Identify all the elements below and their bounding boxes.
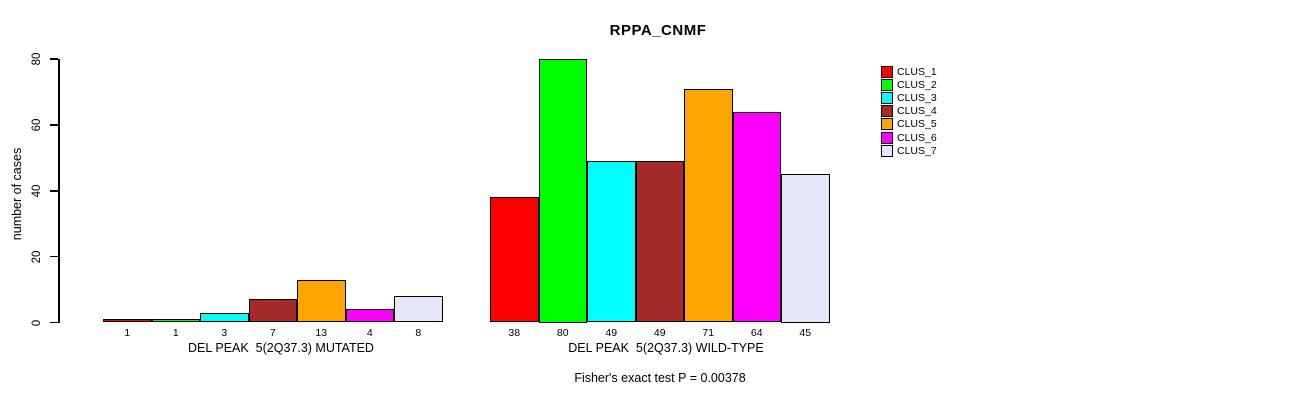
bar-value-label: 13 — [315, 327, 328, 339]
legend-label-clus_2: CLUS_2 — [897, 78, 937, 91]
bar-clus_5-group1 — [684, 88, 733, 323]
bar-value-label: 7 — [269, 327, 276, 339]
chart-title: RPPA_CNMF — [609, 22, 707, 39]
bar-clus_4-group1 — [635, 161, 684, 323]
bar-clus_6-group0 — [345, 309, 394, 323]
y-axis-title: number of cases — [10, 147, 24, 241]
legend-label-clus_5: CLUS_5 — [897, 118, 937, 131]
legend-label-clus_6: CLUS_6 — [897, 131, 937, 144]
legend-swatch-clus_6 — [881, 131, 893, 144]
bar-value-label: 1 — [172, 327, 179, 339]
y-axis-tick-label: 80 — [31, 52, 43, 66]
legend-swatch-clus_2 — [881, 78, 893, 91]
y-axis-tick-label: 20 — [31, 250, 43, 264]
bar-value-label: 4 — [366, 327, 373, 339]
bar-value-label: 38 — [508, 327, 521, 339]
bar-value-label: 1 — [124, 327, 131, 339]
bar-clus_2-group0 — [151, 319, 200, 323]
bar-value-label: 45 — [799, 327, 812, 339]
group-label-mutated: DEL PEAK 5(2Q37.3) MUTATED — [188, 341, 374, 355]
legend-label-clus_1: CLUS_1 — [897, 65, 937, 78]
bar-value-label: 49 — [653, 327, 666, 339]
y-axis-tick — [50, 321, 58, 324]
bar-clus_3-group1 — [587, 161, 636, 323]
legend-swatch-clus_3 — [881, 91, 893, 104]
bar-clus_3-group0 — [200, 312, 249, 323]
legend-label-clus_4: CLUS_4 — [897, 105, 937, 118]
y-axis-tick-label: 0 — [31, 319, 43, 326]
legend-label-clus_7: CLUS_7 — [897, 144, 937, 157]
bar-value-label: 71 — [702, 327, 715, 339]
y-axis-line — [58, 59, 60, 323]
bar-clus_7-group1 — [781, 174, 830, 323]
legend-swatch-clus_4 — [881, 105, 893, 118]
bar-value-label: 64 — [750, 327, 763, 339]
legend-swatch-clus_7 — [881, 144, 893, 157]
legend-swatch-clus_1 — [881, 65, 893, 78]
legend-swatch-clus_5 — [881, 118, 893, 131]
bar-clus_4-group0 — [248, 299, 297, 323]
bar-clus_6-group1 — [732, 111, 781, 323]
y-axis-tick — [50, 190, 58, 192]
y-axis-tick — [50, 255, 58, 258]
bar-value-label: 3 — [221, 327, 228, 339]
bar-clus_1-group1 — [490, 197, 539, 323]
bar-value-label: 80 — [556, 327, 569, 339]
fisher-test-note: Fisher's exact test P = 0.00378 — [574, 371, 746, 385]
group-label-wildtype: DEL PEAK 5(2Q37.3) WILD-TYPE — [568, 341, 764, 355]
y-axis-tick-label: 40 — [31, 184, 43, 198]
y-axis-tick — [50, 58, 58, 60]
bar-value-label: 49 — [605, 327, 618, 339]
bar-value-label: 8 — [415, 327, 422, 339]
legend-label-clus_3: CLUS_3 — [897, 91, 937, 104]
bar-clus_1-group0 — [103, 319, 152, 323]
y-axis-tick — [50, 124, 58, 126]
bar-clus_5-group0 — [297, 279, 346, 323]
bar-clus_7-group0 — [394, 296, 443, 323]
y-axis-tick-label: 60 — [31, 118, 43, 132]
bar-clus_2-group1 — [538, 59, 587, 323]
